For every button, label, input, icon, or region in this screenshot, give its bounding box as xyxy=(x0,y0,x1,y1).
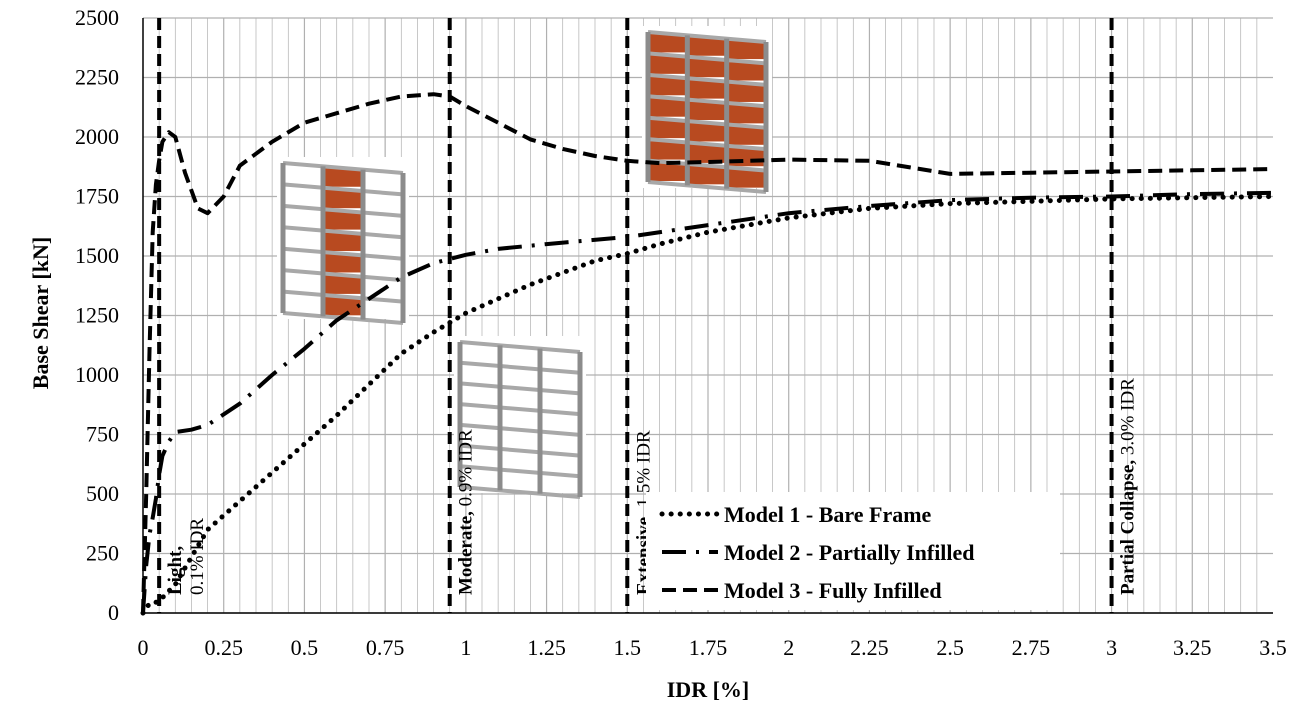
infill-panel xyxy=(325,211,361,230)
x-tick-label: 0.75 xyxy=(366,635,405,660)
infill-panel xyxy=(689,80,725,99)
y-tick-label: 1000 xyxy=(75,362,119,387)
y-tick-label: 1500 xyxy=(75,243,119,268)
frame-beam xyxy=(459,443,581,458)
infill-panel xyxy=(325,232,361,252)
infill-panel xyxy=(650,141,686,160)
y-tick-label: 500 xyxy=(86,481,119,506)
frame-beam xyxy=(647,180,767,194)
model-thumbnails xyxy=(277,26,772,499)
legend-label-1: Model 1 - Bare Frame xyxy=(724,502,932,527)
infill-panel xyxy=(689,144,725,163)
x-tick-label: 1 xyxy=(460,635,471,660)
x-tick-label: 0.25 xyxy=(204,635,243,660)
infill-panel xyxy=(728,169,764,188)
infill-panel xyxy=(650,119,686,139)
x-tick-label: 0.5 xyxy=(291,635,319,660)
y-tick-label: 750 xyxy=(86,422,119,447)
infill-panel xyxy=(689,165,725,185)
damage-state-label-4: Partial Collapse, 3.0% IDR xyxy=(1118,378,1139,595)
series-lines xyxy=(140,92,1276,616)
frame-beam xyxy=(459,402,581,417)
x-axis-title: IDR [%] xyxy=(667,677,750,702)
damage-state-label-1: Light,0.1% IDR xyxy=(165,518,208,595)
infill-panel xyxy=(728,126,764,145)
legend-label-3: Model 3 - Fully Infilled xyxy=(724,578,942,603)
frame-beam xyxy=(647,72,767,87)
infill-panel xyxy=(728,147,764,167)
x-tick-label: 2.75 xyxy=(1012,635,1051,660)
infill-panel xyxy=(728,40,764,60)
frame-beam xyxy=(282,161,404,175)
infill-panel xyxy=(325,168,361,187)
series-line-2 xyxy=(141,190,1274,614)
series-line-1 xyxy=(140,194,1276,616)
frame-model-illustration xyxy=(277,157,409,325)
y-tick-label: 1250 xyxy=(75,303,119,328)
y-tick-label: 0 xyxy=(108,600,119,625)
y-axis-title: Base Shear [kN] xyxy=(28,237,53,389)
y-tick-label: 2500 xyxy=(75,5,119,30)
x-tick-label: 1.75 xyxy=(689,635,728,660)
x-tick-label: 3.5 xyxy=(1259,635,1287,660)
frame-beam xyxy=(282,203,404,218)
infill-panel xyxy=(325,296,361,316)
frame-beam xyxy=(459,360,581,375)
x-tick-label: 2.25 xyxy=(850,635,889,660)
infill-panel xyxy=(689,123,725,142)
frame-beam xyxy=(282,182,404,197)
infill-panel xyxy=(650,55,686,74)
infill-panel xyxy=(689,101,725,121)
frame-beam xyxy=(459,464,581,479)
frame-beam xyxy=(459,485,581,499)
infill-panel xyxy=(728,62,764,81)
infill-panel xyxy=(689,58,725,78)
x-tick-label: 1.5 xyxy=(614,635,642,660)
frame-beam xyxy=(647,51,767,66)
frame-model-illustration xyxy=(454,336,586,499)
x-tick-label: 3.25 xyxy=(1173,635,1212,660)
frame-beam xyxy=(459,381,581,396)
infill-panel xyxy=(650,162,686,181)
x-tick-label: 0 xyxy=(138,635,149,660)
frame-beam xyxy=(459,340,581,354)
frame-beam xyxy=(282,268,404,283)
infill-panel xyxy=(325,254,361,273)
frame-beam xyxy=(647,30,767,44)
infill-panel xyxy=(325,189,361,209)
series-line-3 xyxy=(141,92,1274,614)
x-tick-label: 3 xyxy=(1106,635,1117,660)
x-tick-label: 1.25 xyxy=(527,635,566,660)
frame-beam xyxy=(459,422,581,437)
y-tick-label: 2000 xyxy=(75,124,119,149)
infill-panel xyxy=(689,37,725,56)
frame-beam xyxy=(647,115,767,130)
legend: Model 1 - Bare Frame Model 2 - Partially … xyxy=(646,492,1060,610)
frame-beam xyxy=(282,225,404,240)
frame-beam xyxy=(282,289,404,304)
infill-panel xyxy=(325,275,361,294)
legend-label-2: Model 2 - Partially Infilled xyxy=(724,540,975,565)
infill-panel xyxy=(650,98,686,117)
infill-panel xyxy=(728,104,764,124)
infill-panel xyxy=(650,76,686,96)
y-tick-label: 1750 xyxy=(75,184,119,209)
x-tick-label: 2.5 xyxy=(936,635,964,660)
infill-panel xyxy=(728,83,764,102)
y-tick-label: 250 xyxy=(86,541,119,566)
infill-panel xyxy=(650,34,686,53)
frame-beam xyxy=(647,137,767,152)
frame-beam xyxy=(282,246,404,261)
damage-state-label-2: Moderate, 0.9% IDR xyxy=(456,429,477,595)
frame-model-illustration xyxy=(642,26,772,194)
axes: 0 0.25 0.5 0.75 1 1.25 1.5 1.75 2 2.25 2.5 2.75 3 3.2… xyxy=(28,5,1287,702)
y-tick-label: 2250 xyxy=(75,65,119,90)
x-tick-label: 2 xyxy=(783,635,794,660)
frame-beam xyxy=(647,94,767,109)
